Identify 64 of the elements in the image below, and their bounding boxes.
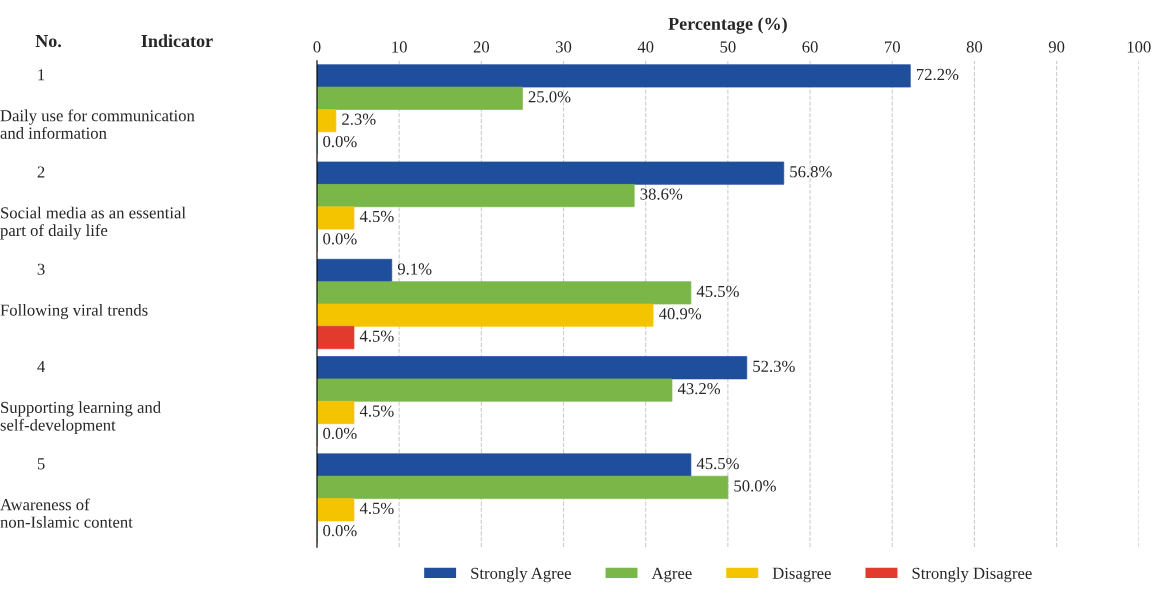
- data-label: 4.5%: [359, 330, 394, 342]
- x-tick-label: 100: [1127, 41, 1151, 53]
- bar: [316, 281, 692, 305]
- text: 1: [38, 69, 45, 81]
- bar: [316, 86, 523, 110]
- x-tick-label: 90: [1048, 41, 1065, 53]
- y-tick-label: Awareness of non-Islamic content: [0, 498, 133, 528]
- bar: [316, 184, 635, 208]
- bar: [316, 258, 393, 282]
- text: 4: [37, 361, 45, 372]
- text: 3: [37, 263, 45, 275]
- bar: [316, 303, 654, 327]
- bar: [316, 453, 692, 477]
- data-label: 0.0%: [323, 233, 357, 245]
- x-tick-label: 70: [885, 41, 900, 53]
- x-tick-label: 50: [720, 41, 736, 53]
- legend-label: Strongly Agree: [471, 567, 571, 583]
- data-label: 50.0%: [734, 480, 776, 492]
- data-label: 43.2%: [677, 383, 721, 395]
- text: No.: [35, 35, 62, 48]
- bar: [316, 109, 337, 133]
- bar: [316, 475, 729, 499]
- bar: [316, 161, 785, 185]
- y-tick-label: Following viral trends: [0, 304, 148, 320]
- data-label: 38.6%: [640, 188, 683, 200]
- data-label: 40.9%: [658, 308, 702, 320]
- x-tick-label: 30: [555, 41, 572, 53]
- bar: [316, 378, 673, 402]
- bar: [316, 206, 355, 230]
- data-label: 56.8%: [790, 166, 832, 178]
- x-tick-label: 20: [473, 41, 490, 53]
- data-label: 4.5%: [359, 405, 394, 417]
- data-label: 25.0%: [528, 91, 571, 103]
- x-axis-title: Percentage (%): [668, 17, 787, 34]
- bar: [316, 356, 748, 380]
- data-label: 4.5%: [359, 210, 394, 223]
- text: Indicator: [141, 34, 213, 48]
- data-label: 2.3%: [342, 113, 376, 125]
- x-tick-label: 60: [802, 41, 818, 53]
- legend-label: Strongly Disagree: [912, 567, 1032, 583]
- data-label: 72.2%: [916, 68, 959, 81]
- text: 2: [37, 166, 45, 178]
- bar: [316, 498, 355, 522]
- data-label: 45.5%: [696, 457, 739, 470]
- x-tick-label: 80: [966, 41, 983, 53]
- data-label: 0.0%: [323, 135, 357, 148]
- bar: [316, 64, 911, 88]
- x-tick-label: 0: [313, 41, 321, 53]
- bar: [316, 326, 355, 350]
- y-tick-label: Social media as an essential part of daily life: [0, 206, 186, 240]
- x-tick-label: 10: [392, 41, 407, 53]
- y-tick-label: Supporting learning and self-development: [0, 401, 161, 435]
- data-label: 0.0%: [323, 427, 357, 440]
- legend-label: Disagree: [772, 567, 831, 583]
- y-tick-label: Daily use for communication and information: [0, 109, 195, 139]
- data-label: 45.5%: [696, 285, 739, 298]
- legend-label: Agree: [651, 567, 692, 583]
- text: 5: [37, 458, 45, 470]
- data-label: 4.5%: [359, 502, 394, 514]
- x-tick-label: 40: [637, 41, 654, 53]
- bar: [316, 400, 355, 424]
- data-label: 9.1%: [397, 263, 432, 275]
- data-label: 0.0%: [323, 525, 357, 537]
- data-label: 52.3%: [753, 360, 795, 372]
